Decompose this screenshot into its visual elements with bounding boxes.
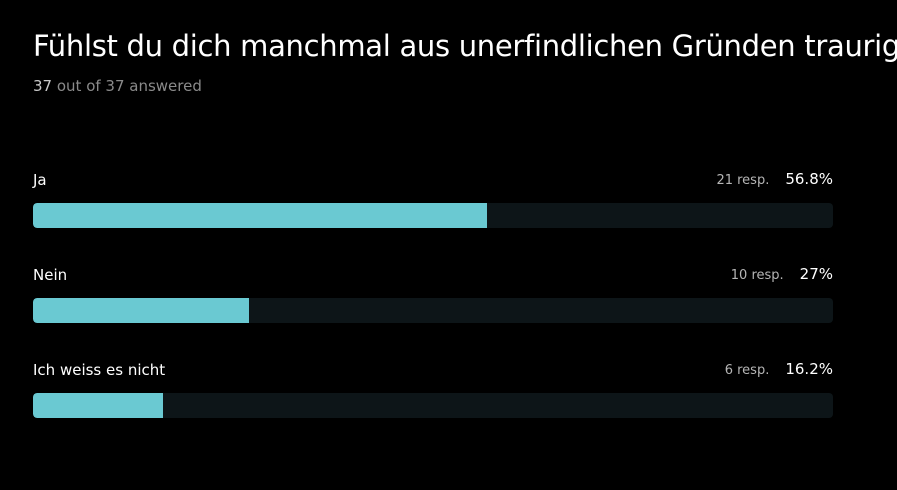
option-bar-fill <box>33 203 488 228</box>
option-percent: 56.8% <box>785 170 833 188</box>
option-stats: 21 resp. 56.8% <box>716 170 833 190</box>
option-responses: 21 resp. <box>716 173 770 188</box>
option-row-nein: Nein 10 resp. 27% <box>33 265 833 325</box>
option-percent: 16.2% <box>785 360 833 378</box>
answered-total: out of 37 answered <box>52 77 202 95</box>
answered-count: 37 <box>33 77 53 95</box>
option-bar-track <box>33 298 833 323</box>
option-stats: 10 resp. 27% <box>731 265 833 285</box>
option-bar-fill <box>33 298 249 323</box>
option-bar-track <box>33 393 833 418</box>
option-label: Nein <box>33 266 68 284</box>
option-responses: 10 resp. <box>730 268 784 283</box>
option-label: Ich weiss es nicht <box>33 361 166 379</box>
option-row-ich-weiss-es-nicht: Ich weiss es nicht 6 resp. 16.2% <box>33 360 833 420</box>
question-title: Fühlst du dich manchmal aus unerfindlich… <box>33 29 897 63</box>
answered-summary: 37 out of 37 answered <box>33 76 202 96</box>
option-row-ja: Ja 21 resp. 56.8% <box>33 170 833 230</box>
option-responses: 6 resp. <box>724 363 770 378</box>
option-percent: 27% <box>799 265 833 283</box>
option-bar-fill <box>33 393 163 418</box>
option-label: Ja <box>33 171 47 189</box>
option-stats: 6 resp. 16.2% <box>725 360 833 380</box>
option-bar-track <box>33 203 833 228</box>
